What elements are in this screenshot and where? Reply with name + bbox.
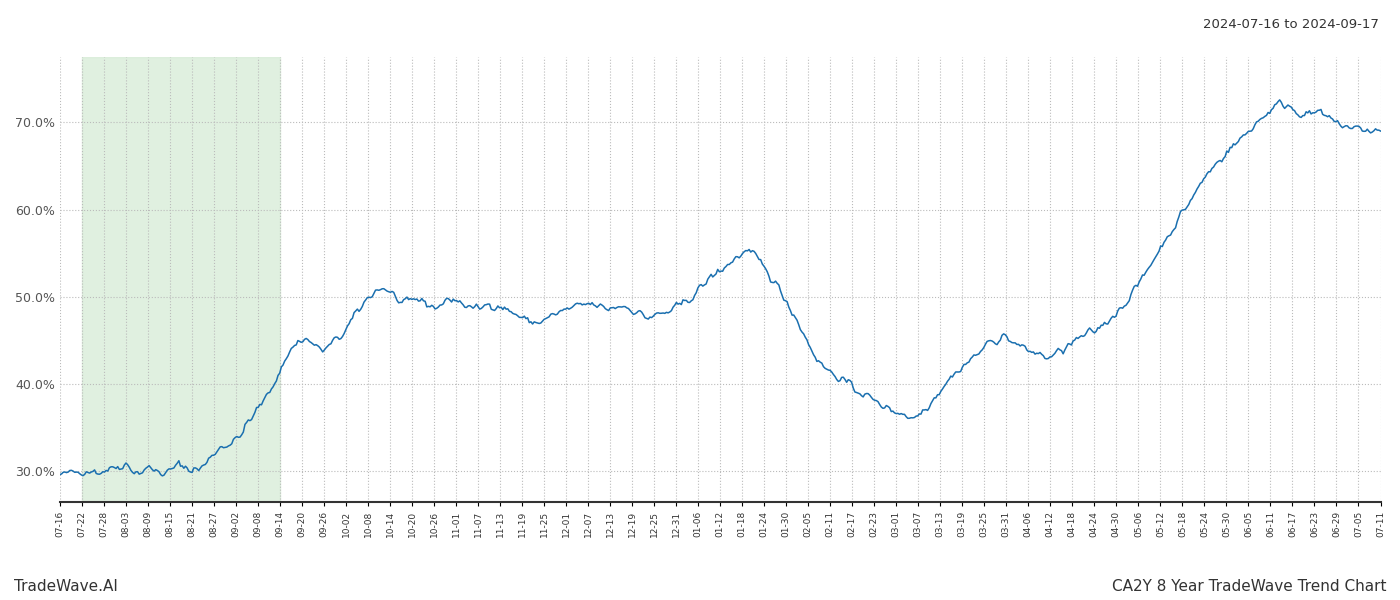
Bar [81, 57, 280, 502]
Text: CA2Y 8 Year TradeWave Trend Chart: CA2Y 8 Year TradeWave Trend Chart [1112, 579, 1386, 594]
Text: TradeWave.AI: TradeWave.AI [14, 579, 118, 594]
Text: 2024-07-16 to 2024-09-17: 2024-07-16 to 2024-09-17 [1203, 18, 1379, 31]
